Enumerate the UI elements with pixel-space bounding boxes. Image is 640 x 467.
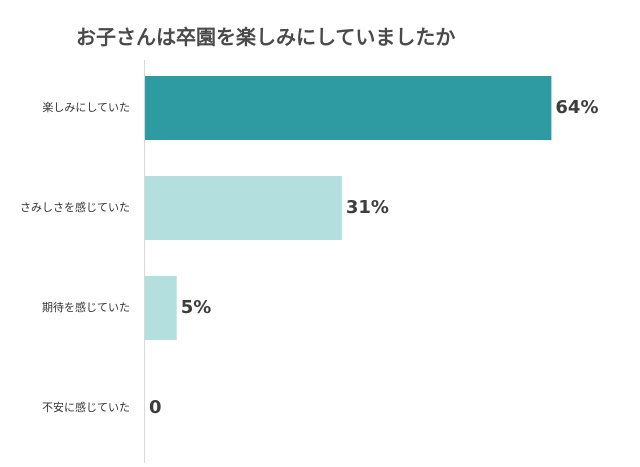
chart-title: お子さんは卒園を楽しみにしていましたか xyxy=(76,25,455,49)
data-label: 5% xyxy=(181,297,212,318)
bar xyxy=(145,176,342,240)
category-label: さみしさを感じていた xyxy=(20,201,130,214)
category-label: 楽しみにしていた xyxy=(42,101,130,114)
data-label: 64% xyxy=(555,97,598,118)
bar xyxy=(145,276,177,340)
bars-layer: 楽しみにしていた 64% さみしさを感じていた 31% 期待を感じていた 5% 不安に感じて… xyxy=(20,76,598,418)
bar xyxy=(145,76,552,140)
data-label: 0 xyxy=(149,397,162,418)
category-label: 不安に感じていた xyxy=(42,400,130,414)
data-label: 31% xyxy=(346,197,389,218)
category-label: 期待を感じていた xyxy=(42,300,130,314)
